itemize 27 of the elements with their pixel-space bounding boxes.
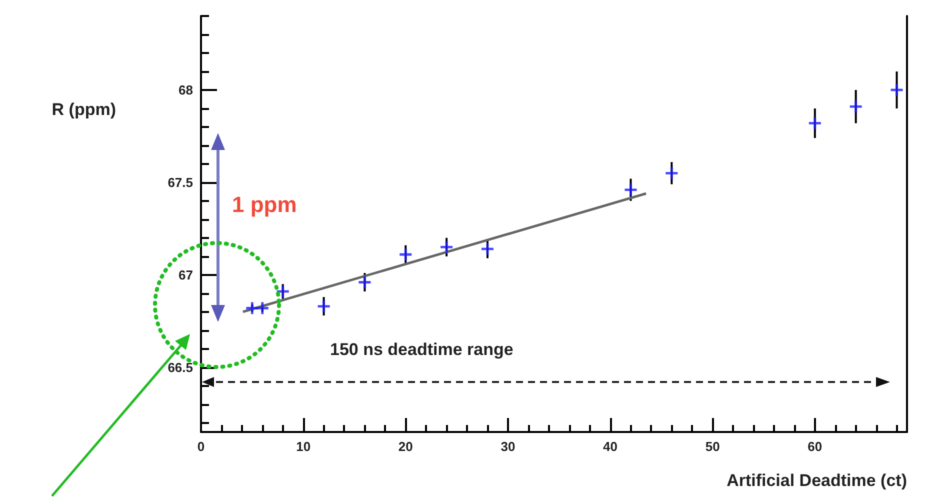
x-axis-title: Artificial Deadtime (ct)	[726, 471, 907, 490]
point	[246, 302, 258, 314]
x-tick-label: 40	[603, 439, 618, 454]
x-tick-label: 30	[500, 439, 516, 454]
point	[850, 100, 862, 113]
point	[624, 184, 637, 196]
point	[666, 167, 678, 180]
x-tick-label: 50	[705, 439, 720, 454]
annotation: 1 ppm	[232, 192, 297, 218]
point	[318, 300, 330, 312]
x-tick-label: 60	[808, 439, 822, 454]
y-axis-title: R (ppm)	[52, 100, 116, 119]
point	[440, 241, 453, 254]
point	[276, 285, 289, 298]
y-tick-label: 66.5	[168, 360, 193, 375]
y-tick-label: 68	[178, 82, 193, 98]
point	[358, 276, 371, 288]
point	[890, 84, 903, 96]
point	[808, 117, 821, 130]
point	[400, 248, 412, 261]
annotation: 150 ns deadtime range	[330, 340, 514, 360]
x-tick-label: 20	[398, 439, 413, 454]
y-tick-label: 67.5	[168, 174, 193, 190]
point	[256, 302, 268, 314]
x-tick-label: 10	[296, 439, 311, 454]
x-tick-label: 0	[197, 439, 205, 454]
y-tick-label: 67	[178, 267, 193, 282]
